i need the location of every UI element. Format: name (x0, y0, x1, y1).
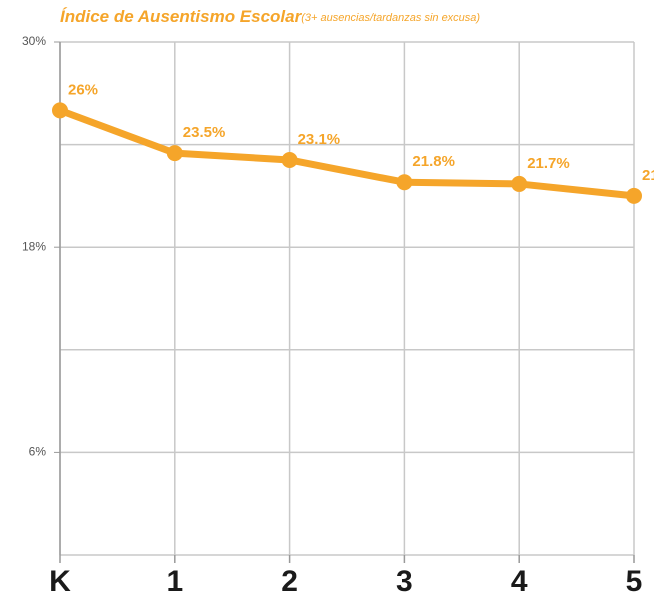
data-label: 23.5% (183, 124, 226, 141)
line (56, 106, 638, 200)
chart-title: Índice de Ausentismo Escolar(3+ ausencia… (60, 7, 480, 26)
data-label: 21.7% (527, 155, 570, 172)
x-tick-label: 1 (166, 565, 183, 598)
title: Índice de Ausentismo Escolar (60, 7, 303, 26)
point (52, 102, 68, 119)
data-label: 21.0% (642, 167, 654, 184)
y-tick-label: 18% (22, 239, 46, 253)
point (626, 187, 642, 204)
point (281, 151, 298, 168)
x-tick-label: 4 (511, 565, 528, 598)
data-label: 23.1% (298, 131, 341, 148)
x-tick-label: 3 (396, 565, 413, 598)
x-tick-label: 5 (626, 565, 643, 598)
data-label: 26% (68, 81, 98, 98)
y-tick-label: 6% (29, 445, 47, 459)
x-tick-label: K (49, 565, 71, 598)
point (166, 145, 183, 162)
y-tick-label: 30% (22, 34, 46, 48)
point (396, 174, 413, 191)
x-tick-label: 2 (281, 565, 298, 598)
data-label: 21.8% (412, 153, 455, 170)
point (511, 175, 528, 192)
subtitle: (3+ ausencias/tardanzas sin excusa) (301, 12, 480, 24)
